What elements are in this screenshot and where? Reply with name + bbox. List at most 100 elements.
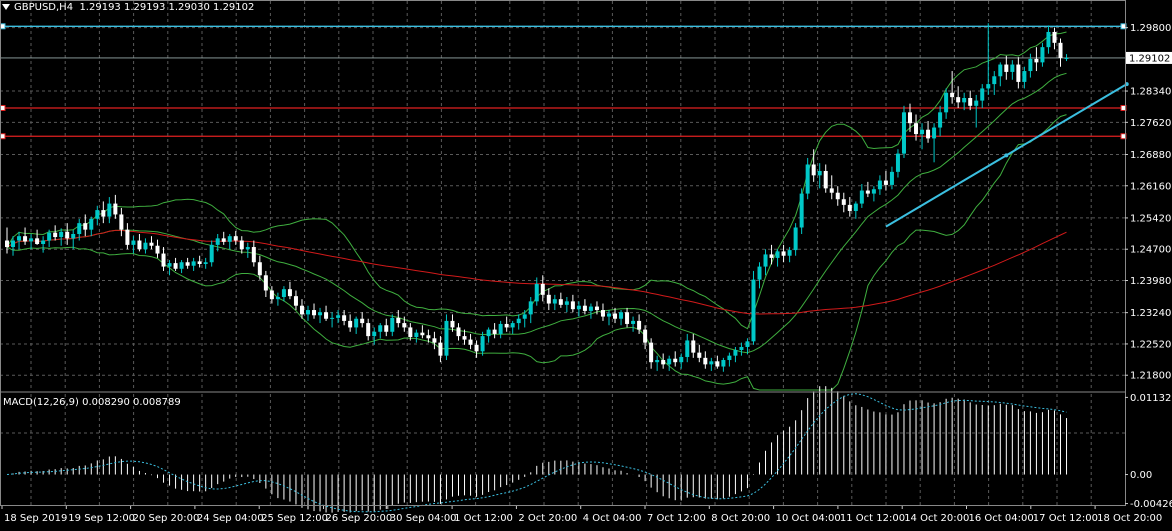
dropdown-triangle-icon[interactable] [2, 4, 10, 10]
candle [29, 234, 34, 250]
candle-body [1022, 71, 1027, 82]
candle [408, 323, 413, 341]
candle-body [715, 361, 720, 367]
candle [161, 247, 166, 271]
candle-body [534, 283, 539, 302]
candle-body [53, 232, 58, 238]
macd-panel [6, 386, 1068, 513]
candle-body [245, 247, 250, 250]
candle-body [1028, 58, 1033, 72]
candle-body [444, 320, 449, 356]
candle-body [625, 312, 630, 324]
candle [65, 223, 70, 245]
candle [474, 340, 479, 358]
candle [510, 320, 515, 334]
candle-body [685, 340, 690, 357]
candle [600, 303, 605, 321]
candle-body [486, 329, 491, 337]
candle-body [853, 203, 858, 211]
candle [926, 121, 931, 143]
candle [631, 316, 636, 332]
candle-body [11, 240, 16, 248]
candle-body [564, 301, 569, 305]
candle [588, 303, 593, 319]
candle [552, 294, 557, 311]
time-tick-label: 18 Oct 20:00 [1097, 513, 1162, 524]
candle [456, 323, 461, 341]
candle-body [582, 305, 587, 311]
candle [402, 316, 407, 332]
candle-body [281, 289, 286, 298]
candle-body [1010, 64, 1015, 72]
candle-body [769, 254, 774, 258]
candle [360, 312, 365, 328]
candle [77, 218, 82, 241]
candle-body [751, 279, 756, 342]
candle [414, 329, 419, 343]
candle [841, 192, 846, 213]
macd-header: MACD(12,26,9) 0.008290 0.008789 [3, 397, 181, 408]
candle [185, 257, 190, 269]
candle-body [324, 312, 329, 319]
candle-body [727, 355, 732, 361]
candle-body [167, 263, 172, 267]
candle [378, 323, 383, 339]
candle [546, 288, 551, 311]
candle-body [697, 352, 702, 358]
candle-body [1052, 31, 1057, 43]
candle-body [721, 360, 726, 367]
candle-body [516, 318, 521, 324]
candle-body [998, 64, 1003, 77]
time-tick-label: 25 Sep 12:00 [261, 513, 328, 524]
candle [823, 164, 828, 193]
candle-body [733, 350, 738, 356]
macd-signal-line [6, 393, 1067, 513]
level-anchor-left [0, 104, 6, 111]
candle [269, 286, 274, 304]
candle-body [600, 310, 605, 317]
candle [853, 201, 858, 219]
candle-body [287, 289, 292, 297]
candle-body [847, 204, 852, 211]
candle-body [667, 358, 672, 365]
candle [986, 23, 991, 95]
candle [1016, 57, 1021, 89]
candle-body [781, 251, 786, 256]
candle-body [203, 262, 208, 264]
candle [197, 255, 202, 268]
candle [950, 71, 955, 104]
time-tick-label: 8 Oct 20:00 [711, 513, 770, 524]
candle [444, 314, 449, 361]
candle [582, 299, 587, 315]
candle [992, 71, 997, 95]
horizontal-levels[interactable] [0, 23, 1127, 140]
candle [673, 351, 678, 367]
candle-body [263, 275, 268, 291]
candle [41, 236, 46, 253]
candle [516, 314, 521, 330]
candle-body [811, 164, 816, 176]
candle [149, 236, 154, 250]
candle-body [227, 236, 232, 242]
candle [829, 175, 834, 200]
candle [131, 236, 136, 254]
candle-body [396, 317, 401, 324]
candle [751, 270, 756, 345]
candle-body [330, 317, 335, 319]
candle-body [95, 210, 100, 219]
candle-body [492, 329, 497, 334]
time-tick-label: 4 Oct 04:00 [583, 513, 642, 524]
candle [805, 157, 810, 200]
time-tick-label: 7 Oct 12:00 [647, 513, 706, 524]
candle [703, 351, 708, 369]
candle [883, 170, 888, 191]
candle [420, 325, 425, 339]
candle-body [980, 88, 985, 101]
candle [847, 197, 852, 217]
candle-body [631, 320, 636, 324]
candle-body [546, 294, 551, 304]
candle-body [318, 312, 323, 316]
candle [763, 249, 768, 276]
candle-body [197, 261, 202, 264]
candle-body [29, 238, 34, 242]
